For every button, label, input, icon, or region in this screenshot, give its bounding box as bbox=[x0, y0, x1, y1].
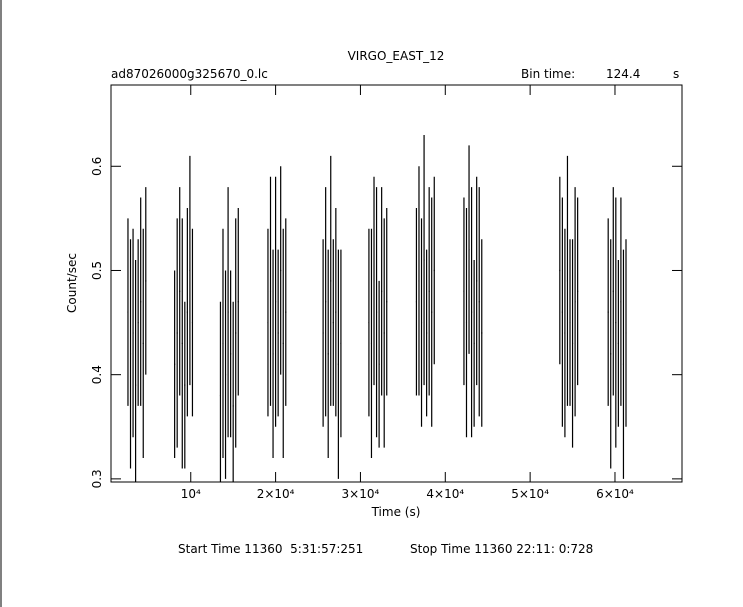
y-axis-label: Count/sec bbox=[65, 253, 79, 313]
x-axis-label: Time (s) bbox=[371, 505, 421, 519]
start-time: Start Time 11360 5:31:57:251 bbox=[178, 542, 363, 556]
x-tick-label: 5×10⁴ bbox=[511, 487, 549, 501]
bin-time: 124.4 bbox=[606, 67, 640, 81]
x-tick-label: 10⁴ bbox=[181, 487, 201, 501]
plot-frame bbox=[110, 84, 683, 483]
y-tick-label: 0.5 bbox=[90, 261, 104, 280]
x-tick-label: 4×10⁴ bbox=[426, 487, 464, 501]
y-tick-label: 0.3 bbox=[90, 469, 104, 488]
plot-area bbox=[127, 135, 627, 482]
bin-time-unit: s bbox=[673, 67, 679, 81]
y-tick-label: 0.4 bbox=[90, 365, 104, 384]
y-tick-label: 0.6 bbox=[90, 157, 104, 176]
x-tick-label: 2×10⁴ bbox=[257, 487, 295, 501]
file-name: ad87026000g325670_0.lc bbox=[111, 67, 268, 81]
bin-time-label: Bin time: bbox=[521, 67, 575, 81]
stop-time: Stop Time 11360 22:11: 0:728 bbox=[410, 542, 593, 556]
x-tick-label: 3×10⁴ bbox=[342, 487, 380, 501]
x-tick-label: 6×10⁴ bbox=[596, 487, 634, 501]
chart-title: VIRGO_EAST_12 bbox=[348, 49, 445, 63]
